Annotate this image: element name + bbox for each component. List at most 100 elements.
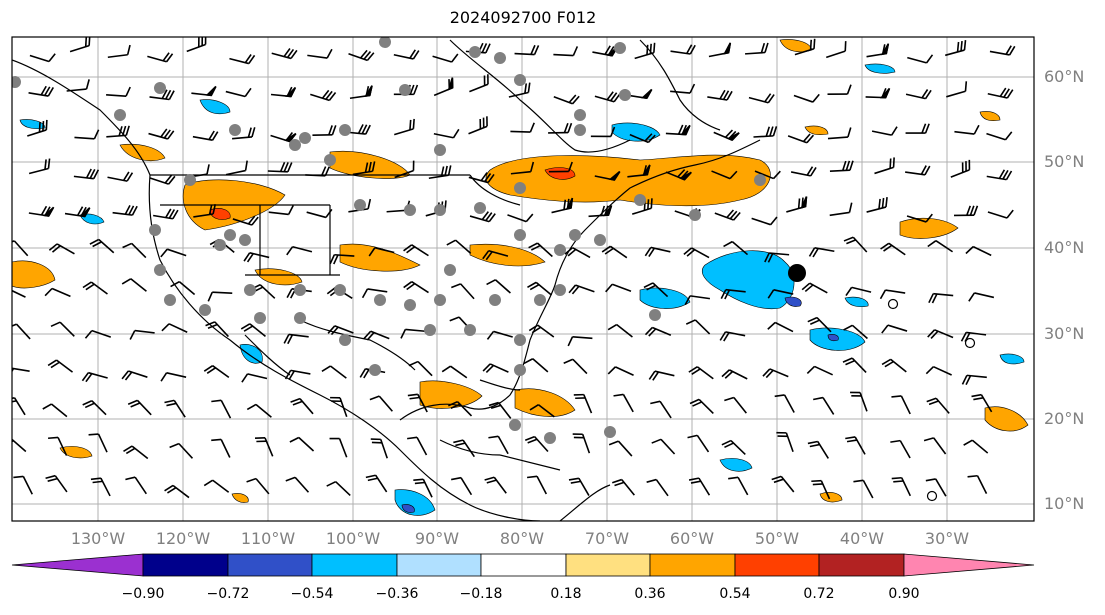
wind-barb (286, 245, 313, 256)
station-dot (554, 284, 566, 296)
wind-barb (629, 133, 656, 144)
wind-barb (881, 358, 907, 373)
wind-barb (327, 325, 354, 336)
wind-barb (448, 400, 473, 417)
station-dot (569, 229, 581, 241)
wind-barb (829, 160, 854, 173)
wind-barb (590, 126, 616, 138)
wind-barb (553, 94, 580, 105)
wind-barb (129, 329, 155, 340)
wind-barb (403, 244, 429, 257)
wind-barb (123, 445, 149, 460)
wind-barb (806, 365, 833, 376)
wind-barb (650, 400, 672, 419)
wind-barb (753, 126, 778, 138)
station-dot (514, 229, 526, 241)
wind-barb (923, 437, 947, 455)
wind-barb (394, 118, 415, 136)
wind-barb (246, 477, 270, 495)
wind-barb (84, 329, 112, 339)
wind-barb (451, 476, 473, 496)
station-dot (334, 284, 346, 296)
station-dot (299, 132, 311, 144)
observation-stations (12, 37, 766, 444)
wind-barb (564, 246, 591, 259)
wind-barb (408, 360, 433, 377)
station-dot (244, 284, 256, 296)
station-dot (514, 334, 526, 346)
wind-barb (925, 478, 947, 497)
wind-barb (82, 399, 107, 416)
colorbar-segment (734, 553, 820, 577)
wind-barb (107, 171, 134, 182)
wind-barb (368, 246, 395, 257)
wind-barb (827, 84, 852, 96)
wind-barb (762, 368, 789, 379)
map-frame (11, 36, 1035, 522)
wind-barb (881, 324, 908, 334)
wind-barb (707, 89, 733, 101)
wind-barb (482, 363, 509, 374)
wind-barb (646, 478, 669, 497)
wind-barb (407, 436, 428, 456)
wind-barb (553, 46, 579, 57)
wind-barb (441, 365, 468, 379)
wind-barb (66, 79, 90, 92)
wind-barb (526, 475, 548, 495)
wind-barb (329, 437, 348, 458)
station-dot (424, 324, 436, 336)
wind-barb (685, 319, 711, 335)
wind-barb (728, 476, 749, 496)
wind-barb (607, 323, 633, 338)
station-dot (574, 124, 586, 136)
wind-barb (50, 321, 75, 337)
wind-barb (48, 436, 68, 456)
wind-barb (793, 93, 820, 103)
colorbar-extend-max (903, 553, 1035, 577)
wind-barb (349, 85, 373, 100)
wind-barb (326, 480, 351, 497)
wind-barb (369, 395, 393, 412)
wind-barb (370, 438, 388, 459)
wind-barb (853, 479, 874, 499)
longitude-label: 30°W (924, 529, 970, 548)
wind-barb (808, 246, 835, 258)
wind-barb (879, 289, 906, 300)
colorbar-segment (565, 553, 651, 577)
station-dot (404, 204, 416, 216)
wind-barb (843, 236, 868, 253)
wind-barb (688, 477, 711, 496)
storm-center-marker (788, 264, 806, 282)
wind-barb (613, 393, 634, 413)
wind-barb (721, 439, 746, 456)
longitude-label: 70°W (584, 529, 630, 548)
station-dot (544, 432, 556, 444)
wind-barb (829, 202, 853, 217)
colorbar-tick-label: −0.72 (206, 586, 250, 602)
wind-barb (160, 372, 187, 382)
wind-barb (670, 83, 696, 94)
station-dot (444, 264, 456, 276)
station-dot (149, 224, 161, 236)
wind-barb (905, 165, 931, 176)
wind-barb (745, 42, 769, 55)
wind-barb (567, 336, 593, 347)
wind-barb (926, 397, 950, 414)
wind-barb (348, 49, 375, 62)
station-dot (229, 124, 241, 136)
wind-barb (721, 369, 748, 380)
wind-barb (28, 158, 51, 175)
wind-barb (608, 440, 633, 457)
station-dot (594, 234, 606, 246)
station-dot (254, 312, 266, 324)
wind-barb (12, 438, 27, 453)
wind-barb (588, 205, 613, 218)
wind-barb (468, 172, 495, 184)
station-dot (114, 109, 126, 121)
station-dot (374, 294, 386, 306)
wind-barb (243, 252, 270, 263)
wind-barb (963, 439, 989, 454)
wind-barb (365, 474, 388, 493)
wind-barb (891, 395, 911, 415)
wind-barb (169, 442, 194, 459)
